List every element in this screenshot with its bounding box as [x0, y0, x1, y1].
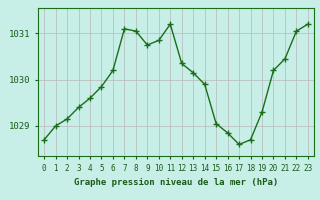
X-axis label: Graphe pression niveau de la mer (hPa): Graphe pression niveau de la mer (hPa) [74, 178, 278, 187]
